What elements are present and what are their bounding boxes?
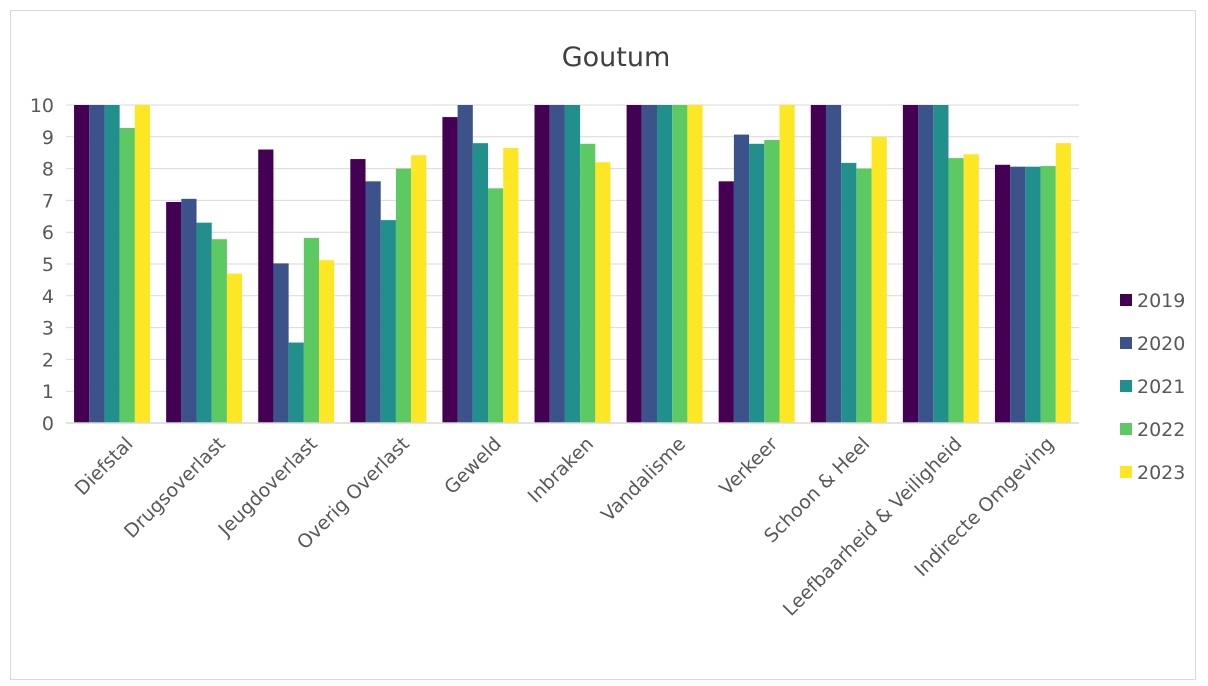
category-label: Vandalisme (597, 433, 690, 526)
y-tick-label: 9 (42, 127, 54, 149)
category-label: Diefstal (71, 433, 138, 500)
legend-swatch-2023 (1120, 466, 1132, 478)
bar-2020-10 (1010, 167, 1025, 423)
bar-2021-1 (197, 223, 212, 423)
bar-2023-1 (227, 274, 242, 423)
bar-2021-0 (104, 105, 119, 423)
bar-2022-9 (948, 158, 963, 423)
bar-2019-2 (258, 150, 273, 423)
bar-2020-1 (181, 199, 196, 423)
legend-swatch-2020 (1120, 337, 1132, 349)
y-tick-label: 1 (42, 381, 54, 403)
bar-2019-1 (166, 202, 181, 423)
bar-2022-5 (580, 144, 595, 423)
legend-swatch-2022 (1120, 423, 1132, 435)
category-label: Geweld (440, 433, 506, 499)
legend-label: 2023 (1137, 462, 1185, 484)
legend-label: 2019 (1137, 290, 1185, 312)
y-tick-label: 8 (42, 159, 54, 181)
legend-label: 2020 (1137, 333, 1185, 355)
bar-2019-9 (903, 105, 918, 423)
bar-2022-7 (764, 140, 779, 423)
bar-2019-4 (442, 117, 457, 423)
bar-2023-10 (1056, 143, 1071, 423)
bar-2021-9 (933, 105, 948, 423)
y-tick-label: 10 (30, 95, 54, 117)
bar-2021-2 (289, 343, 304, 423)
chart-title: Goutum (562, 42, 671, 73)
bar-2021-4 (473, 143, 488, 423)
bar-2022-6 (672, 105, 687, 423)
bar-2019-3 (350, 159, 365, 423)
y-tick-label: 5 (42, 254, 54, 276)
bar-2019-5 (535, 105, 550, 423)
category-labels: DiefstalDrugsoverlastJeugdoverlastOverig… (71, 433, 1059, 621)
bar-2023-5 (595, 162, 610, 423)
bar-2020-5 (550, 105, 565, 423)
bar-2019-10 (995, 165, 1010, 423)
bar-2023-8 (872, 137, 887, 423)
bar-2023-2 (319, 260, 334, 423)
bar-2021-10 (1025, 167, 1040, 423)
bar-2020-6 (642, 105, 657, 423)
bar-2019-8 (811, 105, 826, 423)
bar-2021-8 (841, 163, 856, 423)
bar-2023-7 (779, 105, 794, 423)
bar-2020-2 (273, 263, 288, 423)
legend: 2019 2020 2021 2022 2023 (1120, 290, 1185, 484)
bar-2019-0 (74, 105, 89, 423)
y-tick-label: 6 (42, 222, 54, 244)
legend-swatch-2021 (1120, 380, 1132, 392)
bar-2021-3 (381, 220, 396, 423)
y-axis-ticks: 0 1 2 3 4 5 6 7 8 9 10 (30, 95, 54, 435)
bar-2019-7 (719, 181, 734, 423)
category-label: Verkeer (715, 433, 782, 500)
bar-2022-1 (212, 239, 227, 423)
bar-2021-6 (657, 105, 672, 423)
bar-2020-9 (918, 105, 933, 423)
y-tick-label: 2 (42, 349, 54, 371)
bar-2021-5 (565, 105, 580, 423)
bar-2022-10 (1041, 166, 1056, 423)
bar-2020-8 (826, 105, 841, 423)
y-tick-label: 3 (42, 318, 54, 340)
bar-2023-4 (503, 148, 518, 423)
bar-2020-0 (89, 105, 104, 423)
bar-2022-2 (304, 238, 319, 423)
bar-2021-7 (749, 144, 764, 423)
bar-2022-3 (396, 169, 411, 423)
legend-swatch-2019 (1120, 294, 1132, 306)
category-label: Inbraken (524, 433, 598, 507)
bar-2022-4 (488, 188, 503, 423)
y-tick-label: 7 (42, 190, 54, 212)
y-tick-label: 4 (42, 286, 54, 308)
bar-2022-0 (120, 128, 135, 423)
legend-label: 2022 (1137, 419, 1185, 441)
bar-2023-9 (964, 154, 979, 423)
legend-label: 2021 (1137, 376, 1185, 398)
bar-2023-3 (411, 155, 426, 423)
bar-2020-3 (366, 181, 381, 423)
bar-2020-4 (458, 105, 473, 423)
bar-2020-7 (734, 135, 749, 423)
bars (74, 105, 1071, 423)
bar-2022-8 (856, 169, 871, 423)
bar-2019-6 (627, 105, 642, 423)
bar-2023-0 (135, 105, 150, 423)
y-tick-label: 0 (42, 413, 54, 435)
bar-2023-6 (687, 105, 702, 423)
category-label: Leefbaarheid & Veiligheid (779, 433, 967, 621)
